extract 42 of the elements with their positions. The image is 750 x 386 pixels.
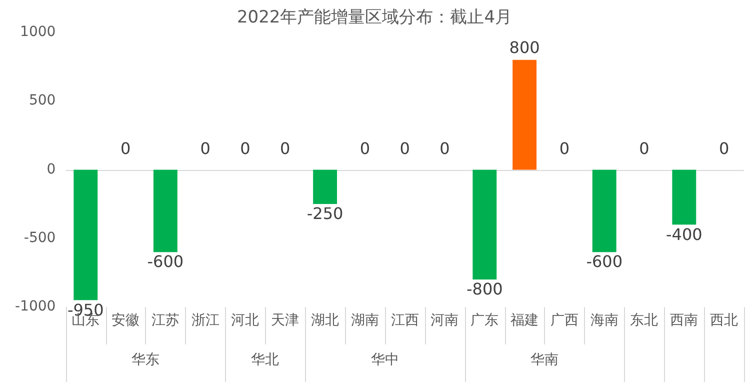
data-label: -400 <box>666 224 702 244</box>
x-tick-label: 河北 <box>231 312 260 329</box>
x-tick-label: 湖北 <box>311 312 340 329</box>
data-label: 800 <box>509 38 540 58</box>
x-tick-label: 湖南 <box>350 312 379 329</box>
data-label: 0 <box>280 138 290 158</box>
x-tick-label: 西南 <box>670 312 698 329</box>
data-label: 0 <box>200 138 210 158</box>
y-tick-label: 0 <box>46 161 56 178</box>
data-label: -600 <box>147 252 184 272</box>
text: 华东 <box>131 352 160 368</box>
data-label: 0 <box>718 138 730 158</box>
text: 华北 <box>251 352 280 368</box>
x-tick-label: 河南 <box>430 312 459 329</box>
x-tick-label: 天津 <box>271 312 300 329</box>
x-tick-label: 广西 <box>550 312 578 329</box>
text: 华南 <box>530 352 558 368</box>
y-tick-label: 1000 <box>20 24 56 40</box>
data-label: 0 <box>559 138 570 158</box>
x-tick-label: 安徽 <box>112 312 140 329</box>
text: 华中 <box>370 352 399 368</box>
data-label: 0 <box>120 138 131 158</box>
y-tick-label: -1000 <box>14 298 56 315</box>
x-tick-label: 福建 <box>510 312 539 329</box>
data-label: 0 <box>360 138 370 158</box>
data-label: 0 <box>440 138 450 158</box>
x-tick-label: 海南 <box>590 312 618 329</box>
y-tick-label: 500 <box>28 92 56 109</box>
data-label: -250 <box>306 204 344 224</box>
data-label: 0 <box>240 138 250 158</box>
x-tick-label: 江苏 <box>151 312 180 329</box>
x-tick-label: 广东 <box>470 312 499 329</box>
x-tick-label: 浙江 <box>191 312 220 329</box>
x-tick-label: 江西 <box>390 312 419 329</box>
data-label: -800 <box>466 280 503 299</box>
chart-title: 2022年产能增量区域分布：截止4月 <box>236 8 512 28</box>
data-label: -600 <box>586 252 622 272</box>
x-tick-label: 东北 <box>630 312 658 329</box>
data-label: 0 <box>639 138 650 158</box>
y-tick-label: -500 <box>24 230 56 246</box>
x-tick-label: 西北 <box>710 312 738 329</box>
data-label: 0 <box>400 138 410 158</box>
